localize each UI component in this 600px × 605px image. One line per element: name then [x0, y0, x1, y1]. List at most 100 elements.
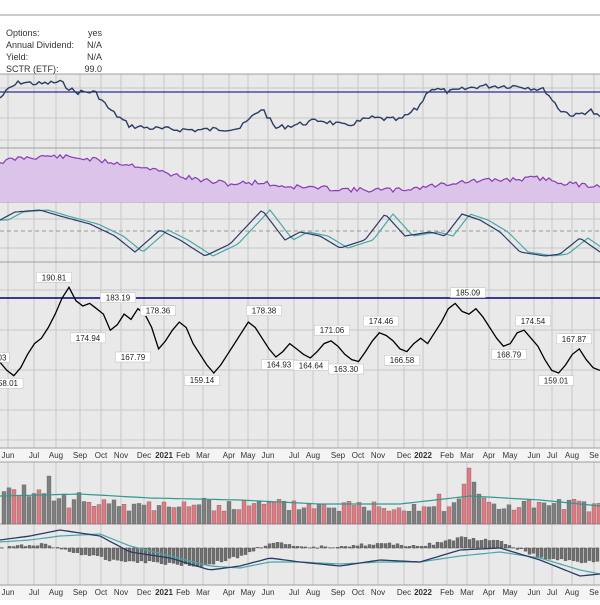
x-tick-label: Dec [137, 588, 151, 597]
histogram-bar [528, 548, 531, 554]
volume-bar [492, 504, 496, 524]
price-label-group: 159.01 [538, 376, 573, 386]
price-label: 178.38 [252, 307, 277, 316]
histogram-bar [276, 542, 279, 548]
x-tick-label: Oct [95, 451, 108, 460]
histogram-bar [116, 548, 119, 560]
histogram-bar [588, 548, 591, 561]
histogram-bar [576, 548, 579, 562]
price-label: 58.01 [0, 379, 19, 388]
histogram-bar [16, 545, 19, 548]
histogram-bar [244, 548, 247, 555]
price-label: 03 [0, 353, 7, 362]
histogram-bar [324, 547, 327, 548]
volume-bar [262, 504, 266, 524]
info-row-options: Options: yes [6, 27, 102, 39]
price-label-group: 164.93 [261, 360, 296, 370]
histogram-bar [136, 548, 139, 563]
volume-bar [72, 500, 76, 525]
x-tick-label: Jun [2, 451, 15, 460]
volume-bar [302, 508, 306, 524]
price-label-group: 164.64 [293, 360, 328, 370]
x-tick-label: Aug [306, 588, 320, 597]
x-tick-label: Sep [331, 588, 346, 597]
histogram-bar [172, 548, 175, 563]
volume-bar [157, 505, 161, 524]
volume-bar [312, 509, 316, 524]
histogram-bar [460, 537, 463, 548]
histogram-bar [596, 548, 599, 561]
histogram-bar [580, 548, 583, 563]
volume-bar [307, 504, 311, 524]
volume-bar [212, 511, 216, 524]
price-label-group: 174.54 [515, 316, 550, 326]
histogram-bar [12, 547, 15, 549]
histogram-bar [24, 546, 27, 548]
histogram-bar [280, 543, 283, 548]
histogram-bar [584, 548, 587, 563]
x-tick-label: Apr [223, 588, 236, 597]
volume-bar [412, 504, 416, 524]
price-label: 167.79 [121, 353, 146, 362]
volume-bar [547, 506, 551, 525]
volume-bar [452, 503, 456, 525]
histogram-bar [216, 548, 219, 561]
volume-bar [112, 500, 116, 524]
price-label-group: 190.81 [36, 272, 71, 282]
histogram-bar [368, 545, 371, 549]
volume-bar [477, 494, 481, 524]
volume-bar [427, 507, 431, 524]
price-label-group: 183.19 [100, 293, 135, 303]
volume-bar [22, 485, 26, 524]
histogram-bar [320, 546, 323, 548]
volume-bar [357, 502, 361, 524]
histogram-bar [508, 545, 511, 548]
volume-bar [227, 501, 231, 524]
histogram-bar [408, 546, 411, 548]
volume-bar [487, 502, 491, 524]
histogram-bar [412, 545, 415, 548]
histogram-bar [92, 548, 95, 555]
histogram-bar [8, 546, 11, 548]
histogram-bar [68, 548, 71, 552]
volume-bar [512, 510, 516, 524]
histogram-bar [540, 548, 543, 557]
volume-bar [507, 505, 511, 524]
histogram-bar [360, 544, 363, 548]
volume-bar [497, 509, 501, 524]
x-tick-label: Jul [547, 451, 557, 460]
x-tick-label: Mar [196, 451, 210, 460]
price-label-group: 167.79 [115, 352, 150, 362]
histogram-bar [572, 548, 575, 561]
histogram-bar [340, 546, 343, 548]
histogram-bar [112, 548, 115, 560]
price-label-group: 178.38 [246, 306, 281, 316]
x-tick-label: Apr [223, 451, 236, 460]
volume-bar [417, 511, 421, 524]
volume-bar [267, 502, 271, 524]
histogram-bar [20, 545, 23, 548]
price-label: 167.87 [562, 335, 587, 344]
volume-bar [592, 504, 596, 524]
histogram-bar [388, 543, 391, 548]
histogram-bar [264, 546, 267, 548]
volume-bar [272, 502, 276, 524]
histogram-bar [272, 543, 275, 548]
volume-bar [187, 507, 191, 524]
x-tick-label: Feb [176, 451, 190, 460]
histogram-bar [556, 548, 559, 560]
volume-bar [122, 504, 126, 524]
volume-bar [342, 503, 346, 524]
x-tick-label: Sep [73, 451, 88, 460]
x-tick-label: Jun [528, 451, 541, 460]
volume-bar [97, 505, 101, 525]
volume-bar [462, 484, 466, 524]
volume-bar [17, 497, 21, 525]
price-label-group: 58.01 [0, 378, 23, 388]
volume-bar [297, 510, 301, 525]
histogram-bar [352, 545, 355, 548]
volume-bar [132, 504, 136, 524]
x-tick-label: Jul [29, 588, 39, 597]
x-tick-label: Jul [289, 451, 299, 460]
